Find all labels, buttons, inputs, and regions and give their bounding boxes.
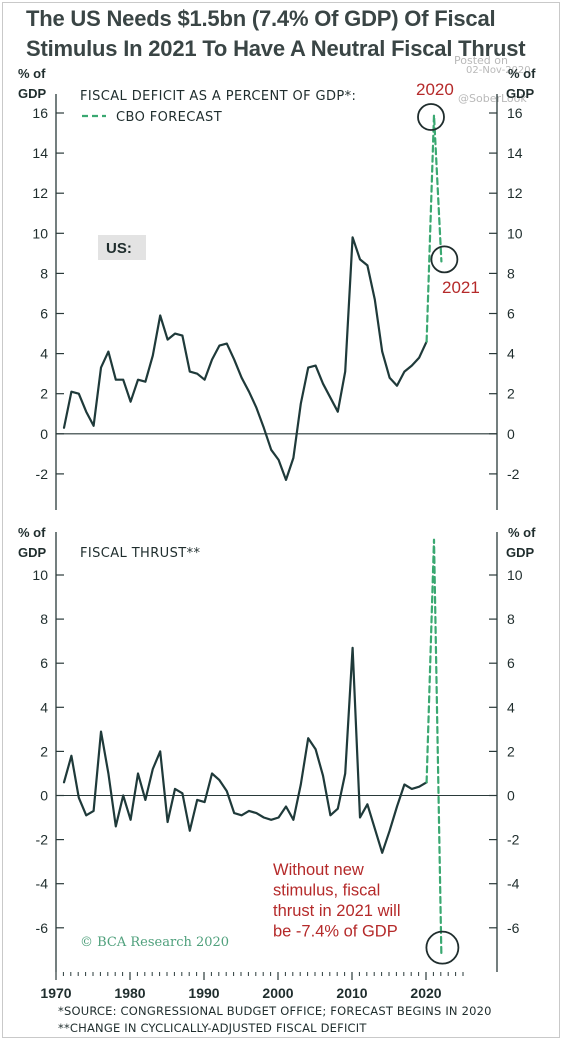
panel2-ytick-label-right: 0	[507, 788, 515, 804]
panel1-ytick-label-right: 10	[507, 225, 523, 241]
panel2-ytick-label-left: 4	[40, 699, 48, 715]
circle-2021	[430, 245, 459, 274]
panel2-ytick-label-left: -4	[36, 876, 49, 892]
panel1-ytick-label-left: 16	[32, 105, 48, 121]
panel1-ytick-label-left: -2	[36, 466, 49, 482]
panel1-ytick-label-right: -2	[507, 466, 520, 482]
xtick-label: 2010	[336, 985, 367, 1001]
thrust-annotation-line: be -7.4% of GDP	[273, 923, 398, 941]
panel1-ytick-label-right: 6	[507, 306, 515, 322]
panel2-ytick-label-left: 0	[40, 788, 48, 804]
panel2-ytick-label-right: -2	[507, 832, 520, 848]
panel2-right-unit-bottom: GDP	[506, 545, 535, 560]
title-line-1: The US Needs $1.5bn (7.4% Of GDP) Of Fis…	[26, 6, 496, 31]
us-badge	[98, 235, 146, 260]
thrust-annotation-line: thrust in 2021 will	[273, 902, 400, 920]
panel1-title: FISCAL DEFICIT AS A PERCENT OF GDP*:	[80, 89, 356, 104]
panel2-ytick-label-left: 2	[40, 743, 48, 759]
panel2-ytick-label-right: 4	[507, 699, 515, 715]
panel2-ytick-label-left: -2	[36, 832, 49, 848]
panel1-ytick-label-right: 14	[507, 145, 523, 161]
panel2-ytick-label-right: -4	[507, 876, 520, 892]
panel2-left-unit-top: % of	[18, 525, 46, 540]
chart-title: The US Needs $1.5bn (7.4% Of GDP) Of Fis…	[26, 4, 526, 64]
panel2-right-unit-top: % of	[508, 525, 536, 540]
panel1-ytick-label-right: 4	[507, 346, 515, 362]
panel2-ytick-label-right: 8	[507, 611, 515, 627]
panel2-ytick-label-right: 6	[507, 655, 515, 671]
panel1-right-unit-top: % of	[508, 66, 536, 81]
xtick-label: 2000	[262, 985, 293, 1001]
panel1-ytick-label-left: 14	[32, 145, 48, 161]
panel1-ytick-label-left: 4	[40, 346, 48, 362]
annotation-2021: 2021	[442, 278, 480, 297]
xtick-label: 1980	[114, 985, 145, 1001]
panel2-ytick-label-left: -6	[36, 920, 49, 936]
panel2-ytick-label-right: 10	[507, 567, 523, 583]
panel1-left-unit-bottom: GDP	[18, 86, 47, 101]
watermark-date: 02-Nov-2020	[466, 65, 531, 76]
panel2-forecast-line	[425, 538, 443, 958]
panel1-ytick-label-left: 8	[40, 265, 48, 281]
panel2-ytick-label-left: 6	[40, 655, 48, 671]
circle-2021-thrust	[425, 930, 460, 965]
panel1-ytick-label-left: 2	[40, 386, 48, 402]
xtick-label: 1990	[188, 985, 219, 1001]
panel1-ytick-label-left: 12	[32, 185, 48, 201]
panel2-left-unit-bottom: GDP	[18, 545, 47, 560]
footnote-definition: **CHANGE IN CYCLICALLY-ADJUSTED FISCAL D…	[58, 1021, 367, 1035]
panel1-ytick-label-left: 10	[32, 225, 48, 241]
panel2-title: FISCAL THRUST**	[80, 546, 200, 561]
panel1-left-unit-top: % of	[18, 66, 46, 81]
legend-forecast-label: CBO FORECAST	[116, 110, 222, 125]
panel1-ytick-label-left: 6	[40, 306, 48, 322]
panel2-ytick-label-left: 10	[32, 567, 48, 583]
panel1-ytick-label-right: 8	[507, 265, 515, 281]
bca-logo: © BCA Research 2020	[80, 935, 229, 950]
xtick-label: 2020	[410, 985, 441, 1001]
title-line-2: Stimulus In 2021 To Have A Neutral Fisca…	[26, 36, 526, 61]
panel1-right-unit-bottom: GDP	[506, 86, 535, 101]
annotation-2020: 2020	[416, 80, 454, 99]
panel1-data-line	[62, 236, 428, 481]
thrust-annotation-line: Without new	[273, 861, 364, 879]
panel1-ytick-label-left: 0	[40, 426, 48, 442]
watermark-posted-on: Posted on	[454, 54, 508, 67]
xtick-label: 1970	[40, 985, 71, 1001]
thrust-annotation-line: stimulus, fiscal	[273, 882, 380, 900]
watermark-handle: @SoberLook	[458, 92, 527, 105]
panel1-ytick-label-right: 0	[507, 426, 515, 442]
panel2-ytick-label-left: 8	[40, 611, 48, 627]
us-badge-label: US:	[106, 240, 132, 257]
panel1-ytick-label-right: 16	[507, 105, 523, 121]
panel2-ytick-label-right: 2	[507, 743, 515, 759]
panel1-forecast-line	[425, 113, 443, 343]
panel2-data-line	[62, 646, 428, 854]
panel1-ytick-label-right: 2	[507, 386, 515, 402]
circle-2020	[417, 103, 445, 131]
footnote-source: *SOURCE: CONGRESSIONAL BUDGET OFFICE; FO…	[58, 1004, 492, 1018]
panel1-ytick-label-right: 12	[507, 185, 523, 201]
panel2-ytick-label-right: -6	[507, 920, 520, 936]
